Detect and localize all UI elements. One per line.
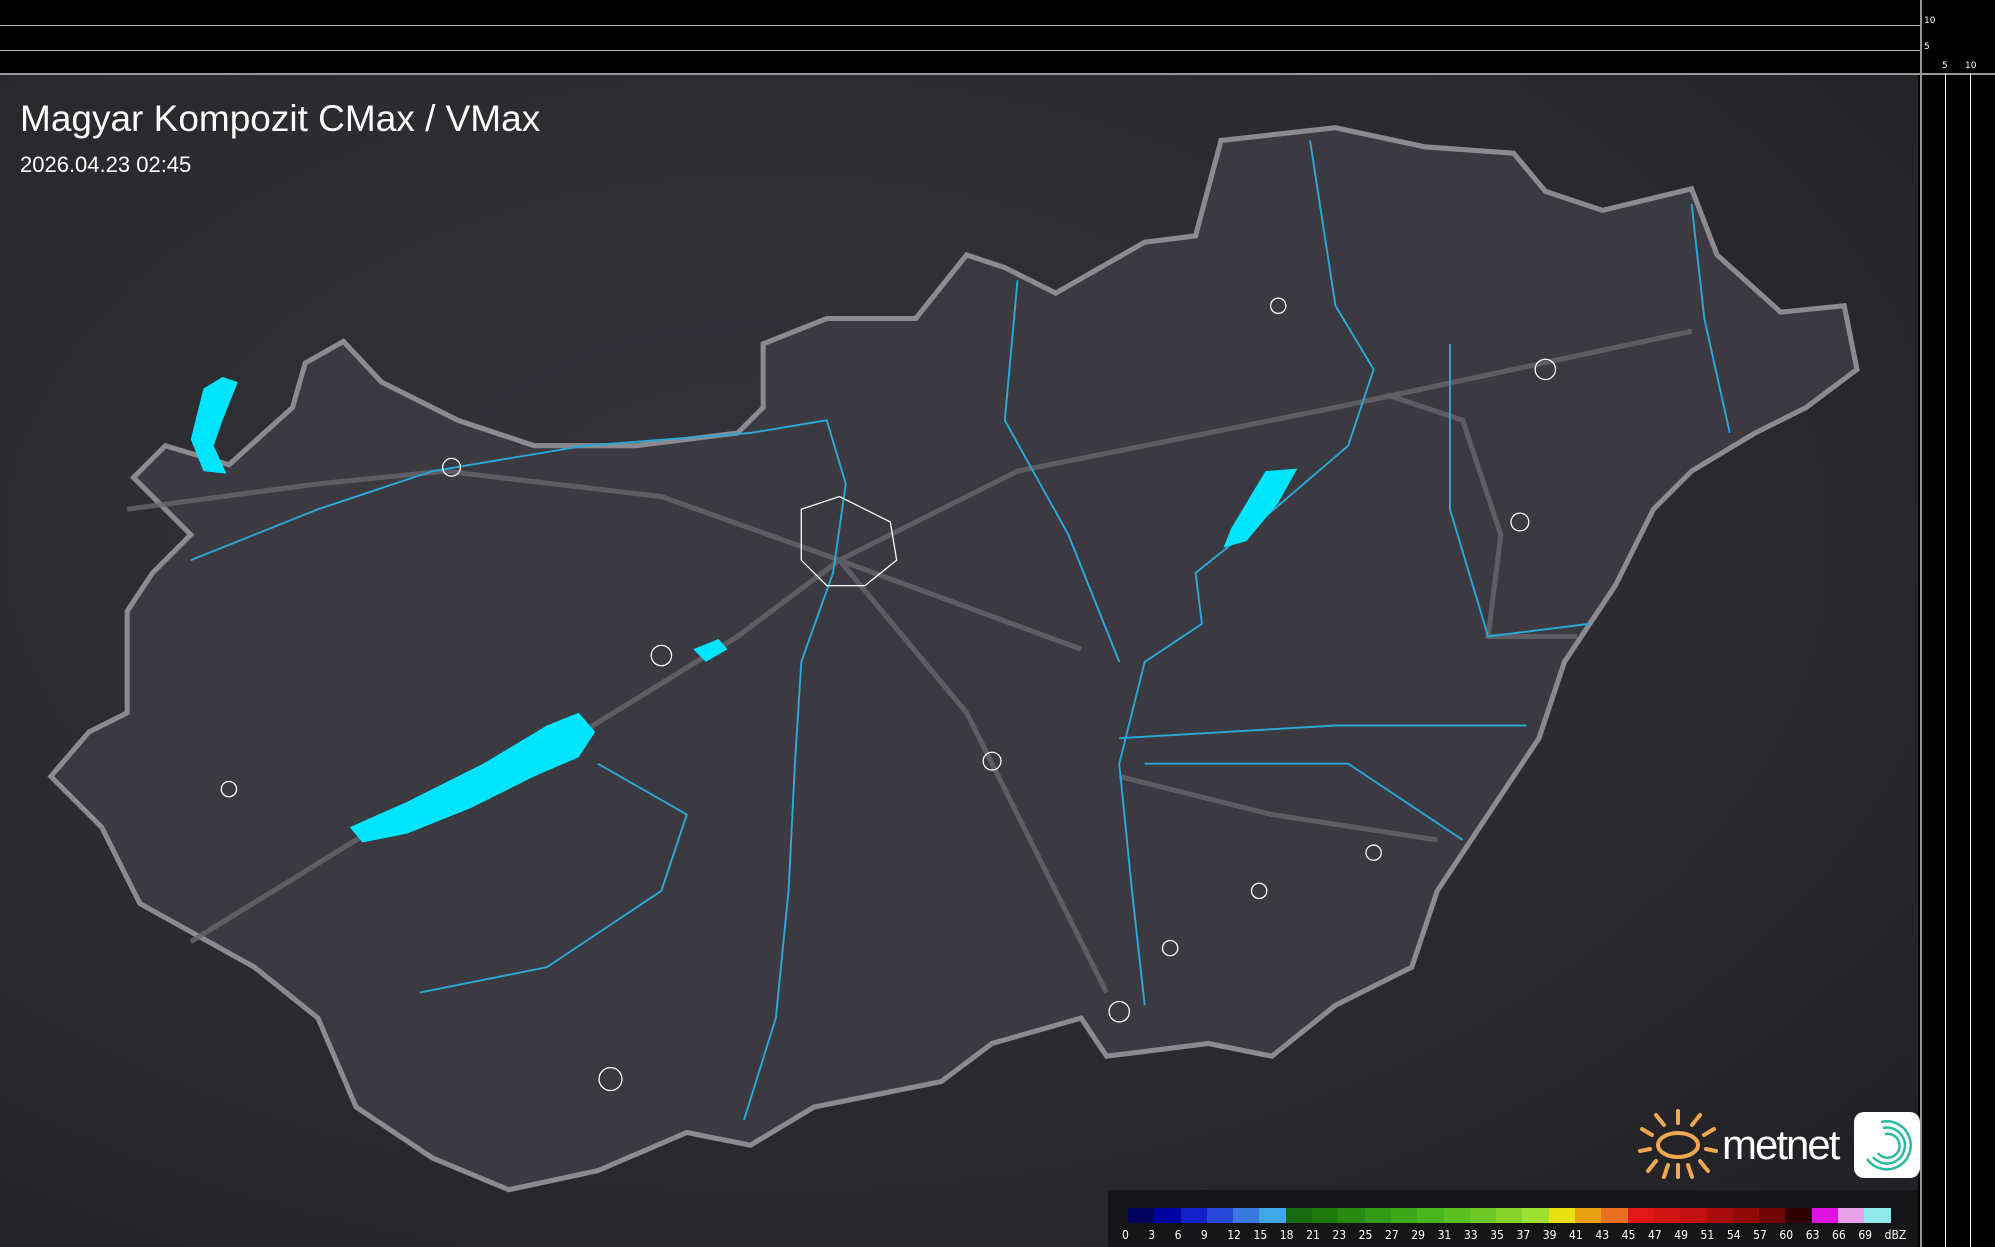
legend-swatch bbox=[1364, 1208, 1391, 1223]
legend-label: 57 bbox=[1753, 1228, 1767, 1242]
legend-swatch bbox=[1128, 1208, 1155, 1223]
legend-label: 33 bbox=[1463, 1228, 1478, 1242]
legend-swatch bbox=[1285, 1208, 1313, 1223]
tick-label: 10 bbox=[1965, 61, 1977, 71]
legend-unit: dBZ bbox=[1884, 1228, 1907, 1242]
legend-label: 15 bbox=[1253, 1228, 1268, 1242]
legend-swatch bbox=[1864, 1208, 1891, 1223]
legend-swatch bbox=[1732, 1208, 1760, 1223]
legend-label: 9 bbox=[1200, 1228, 1208, 1242]
metnet-logo: metnet bbox=[1638, 1105, 1921, 1185]
tick-label: 5 bbox=[1924, 42, 1930, 52]
towns bbox=[220, 297, 1557, 1092]
legend-swatch bbox=[1601, 1208, 1628, 1223]
scale-vertical-axis bbox=[1920, 0, 1922, 1247]
legend-swatch bbox=[1180, 1208, 1207, 1223]
tick-label: 10 bbox=[1924, 16, 1936, 26]
legend-swatch bbox=[1496, 1208, 1523, 1223]
hungary-territory bbox=[47, 125, 1860, 1193]
legend-label: 25 bbox=[1358, 1228, 1373, 1242]
legend-label: 54 bbox=[1726, 1228, 1741, 1242]
app-icon bbox=[1854, 1112, 1921, 1178]
dbz-legend: 0 3 6 9 12 15 18 21 23 25 27 29 31 33 35 37 39 41 43 45 47 49… bbox=[1108, 1190, 1918, 1247]
legend-label: 49 bbox=[1674, 1228, 1688, 1242]
sun-logo-icon bbox=[1638, 1109, 1718, 1179]
legend-label: 6 bbox=[1174, 1228, 1182, 1242]
legend-swatch bbox=[1390, 1208, 1418, 1223]
legend-label: 35 bbox=[1490, 1228, 1504, 1242]
legend-swatch bbox=[1627, 1208, 1654, 1223]
legend-label: 69 bbox=[1858, 1228, 1873, 1242]
legend-swatch bbox=[1680, 1208, 1707, 1223]
legend-swatch bbox=[1443, 1208, 1470, 1223]
legend-swatch bbox=[1759, 1208, 1786, 1223]
legend-labels: 0 3 6 9 12 15 18 21 23 25 27 29 31 33 35 37 39 41 43 45 47 49… bbox=[1122, 1228, 1911, 1242]
legend-label: 47 bbox=[1647, 1228, 1662, 1242]
legend-label: 63 bbox=[1805, 1228, 1820, 1242]
legend-label: 37 bbox=[1516, 1228, 1531, 1242]
tick-label: 5 bbox=[1942, 61, 1948, 71]
map-svg bbox=[47, 125, 1860, 1193]
legend-swatch bbox=[1785, 1208, 1812, 1223]
legend-label: 29 bbox=[1411, 1228, 1425, 1242]
legend-swatch bbox=[1469, 1208, 1497, 1223]
legend-swatch bbox=[1706, 1208, 1733, 1223]
scale-line-10 bbox=[0, 25, 1920, 26]
legend-label: 3 bbox=[1148, 1228, 1156, 1242]
scale-vline-5b bbox=[1945, 75, 1946, 1247]
legend-label: 45 bbox=[1621, 1228, 1636, 1242]
legend-swatch bbox=[1338, 1208, 1365, 1223]
legend-swatch bbox=[1653, 1208, 1681, 1223]
lakes bbox=[190, 377, 1298, 843]
legend-swatch bbox=[1233, 1208, 1260, 1223]
scale-baseline bbox=[0, 73, 1995, 75]
swirl-icon bbox=[1866, 1120, 1913, 1171]
legend-label: 41 bbox=[1569, 1228, 1583, 1242]
scale-vline-10b bbox=[1970, 75, 1971, 1247]
legend-label: 31 bbox=[1437, 1228, 1452, 1242]
legend-swatch bbox=[1838, 1208, 1865, 1223]
legend-swatch bbox=[1522, 1208, 1549, 1223]
legend-label: 66 bbox=[1832, 1228, 1846, 1242]
legend-label: 0 bbox=[1122, 1228, 1129, 1242]
legend-label: 43 bbox=[1595, 1228, 1610, 1242]
legend-swatch bbox=[1417, 1208, 1444, 1223]
legend-swatch bbox=[1575, 1208, 1602, 1223]
legend-label: 23 bbox=[1332, 1228, 1347, 1242]
legend-swatch bbox=[1811, 1208, 1839, 1223]
lake-tisza bbox=[1223, 468, 1298, 548]
map-title: Magyar Kompozit CMax / VMax bbox=[20, 98, 541, 139]
roads bbox=[126, 328, 1693, 994]
legend-swatch bbox=[1312, 1208, 1339, 1223]
lake-balaton bbox=[349, 712, 596, 843]
logo-text: metnet bbox=[1722, 1121, 1840, 1168]
radar-map[interactable] bbox=[0, 73, 1918, 1247]
top-scale-band bbox=[0, 0, 1995, 73]
legend-label: 21 bbox=[1306, 1228, 1320, 1242]
legend-swatch bbox=[1154, 1208, 1181, 1223]
lake-neusiedl bbox=[190, 377, 238, 474]
legend-swatch bbox=[1259, 1208, 1286, 1223]
timestamp: 2026.04.23 02:45 bbox=[20, 152, 192, 177]
legend-label: 27 bbox=[1384, 1228, 1399, 1242]
legend-label: 18 bbox=[1279, 1228, 1294, 1242]
legend-label: 51 bbox=[1700, 1228, 1715, 1242]
legend-swatch bbox=[1206, 1208, 1234, 1223]
scale-line-5 bbox=[0, 50, 1920, 51]
right-scale-band bbox=[1922, 75, 1995, 1247]
legend-swatch bbox=[1548, 1208, 1576, 1223]
legend-color-bar bbox=[1128, 1208, 1891, 1223]
legend-label: 39 bbox=[1542, 1228, 1557, 1242]
legend-label: 12 bbox=[1227, 1228, 1241, 1242]
legend-label: 60 bbox=[1779, 1228, 1794, 1242]
rivers bbox=[190, 140, 1731, 1121]
lake-velence bbox=[693, 639, 728, 662]
